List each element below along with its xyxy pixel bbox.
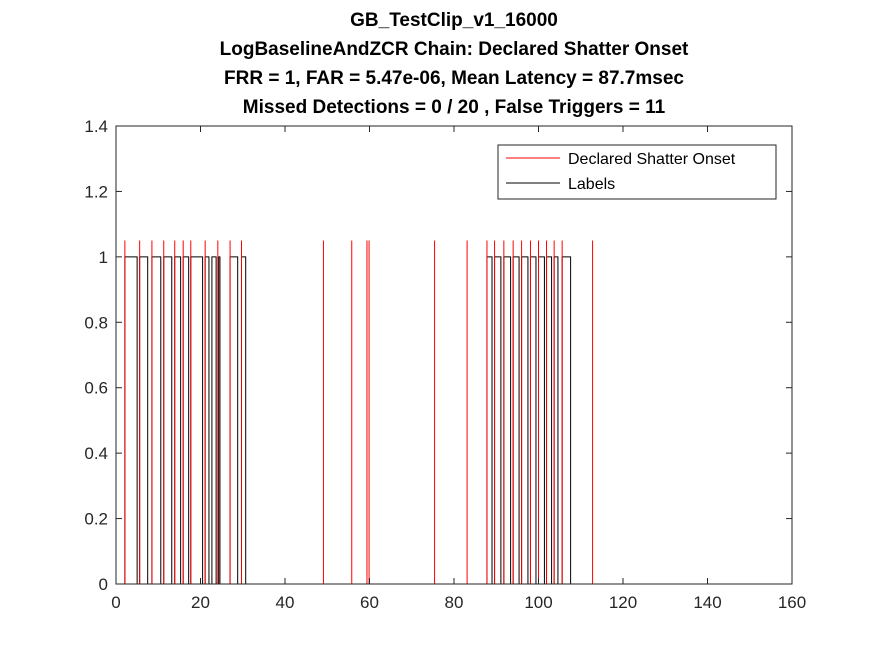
y-tick-label-0.2: 0.2: [84, 510, 108, 529]
title-line-3: FRR = 1, FAR = 5.47e-06, Mean Latency = …: [224, 68, 684, 89]
y-tick-label-1: 1: [99, 248, 108, 267]
y-tick-label-0: 0: [99, 575, 108, 594]
legend-box: [497, 144, 777, 200]
x-tick-label-120: 120: [609, 593, 637, 612]
x-tick-label-60: 60: [360, 593, 379, 612]
x-tick-label-80: 80: [445, 593, 464, 612]
legend-label-declared-shatter-onset: Declared Shatter Onset: [568, 151, 736, 168]
y-tick-label-0.6: 0.6: [84, 379, 108, 398]
chart-title: GB_TestClip_v1_16000 LogBaselineAndZCR C…: [220, 10, 689, 118]
plot-area: [116, 126, 792, 584]
legend-label-labels: Labels: [568, 176, 615, 193]
y-tick-label-0.8: 0.8: [84, 313, 108, 332]
title-line-4: Missed Detections = 0 / 20 , False Trigg…: [243, 97, 666, 118]
x-tick-label-40: 40: [276, 593, 295, 612]
title-line-2: LogBaselineAndZCR Chain: Declared Shatte…: [220, 39, 689, 60]
x-tick-label-160: 160: [778, 593, 806, 612]
y-tick-label-1.4: 1.4: [84, 117, 108, 136]
series-declared-shatter-onset: [124, 240, 594, 584]
x-tick-label-0: 0: [111, 593, 120, 612]
y-tick-label-1.2: 1.2: [84, 182, 108, 201]
x-axis-ticks: 0 20 40 60 80 100 120 140 160: [111, 126, 806, 612]
legend: Declared Shatter Onset Labels: [497, 144, 777, 200]
x-tick-label-140: 140: [693, 593, 721, 612]
y-tick-label-0.4: 0.4: [84, 444, 108, 463]
y-axis-ticks: 0 0.2 0.4 0.6 0.8 1 1.2 1.4: [84, 117, 792, 594]
x-tick-label-20: 20: [191, 593, 210, 612]
title-line-1: GB_TestClip_v1_16000: [350, 10, 558, 31]
x-tick-label-100: 100: [524, 593, 552, 612]
